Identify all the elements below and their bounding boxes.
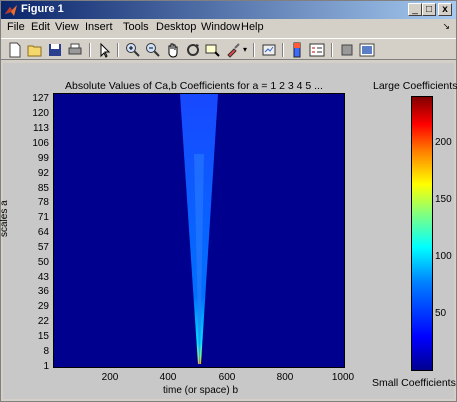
heatmap-svg [180,94,218,364]
menu-tools[interactable]: Tools [123,21,149,33]
colorbar-tick-label: 200 [435,137,452,148]
toolbar-separator [253,43,255,57]
edit-plot-icon[interactable] [97,42,113,58]
insert-legend-icon[interactable] [309,42,325,58]
insert-colorbar-icon[interactable] [289,42,305,58]
y-tick-label: 120 [32,108,49,119]
y-tick-label: 8 [43,346,49,357]
y-tick-label: 43 [37,272,49,283]
open-file-icon[interactable] [27,42,43,58]
matlab-logo-icon [5,5,17,16]
x-tick-label: 1000 [331,372,355,383]
menu-help[interactable]: Help [241,21,264,33]
menu-bar: File Edit View Insert Tools Desktop Wind… [1,20,456,36]
y-tick-label: 85 [37,183,49,194]
y-tick-label: 99 [37,153,49,164]
y-axis-label: scales a [0,200,10,237]
rotate-3d-icon[interactable] [185,42,201,58]
x-tick-label: 200 [101,372,119,383]
window-title: Figure 1 [21,3,64,15]
toolbar-separator [117,43,119,57]
coefficient-cone-core [194,154,204,364]
y-tick-label: 71 [37,212,49,223]
close-button[interactable]: x [438,3,452,16]
link-plot-icon[interactable] [261,42,277,58]
y-tick-label: 113 [33,123,49,134]
y-tick-label: 57 [37,242,49,253]
show-plot-tools-icon[interactable] [359,42,375,58]
x-axis-label: time (or space) b [163,385,239,396]
y-tick-label: 78 [37,197,49,208]
toolbar-separator [89,43,91,57]
menu-edit[interactable]: Edit [31,21,50,33]
y-tick-label: 64 [37,227,49,238]
menu-view[interactable]: View [55,21,79,33]
y-tick-label: 22 [37,316,49,327]
toolbar-separator [282,43,284,57]
zoom-out-icon[interactable] [145,42,161,58]
save-icon[interactable] [47,42,63,58]
toolbar: ▾ [1,38,456,60]
colorbar-tick-label: 50 [435,308,447,319]
heatmap-axes[interactable] [53,93,345,368]
colorbar-tick-label: 100 [435,251,452,262]
colorbar[interactable] [411,96,433,371]
maximize-button[interactable]: □ [422,3,436,16]
new-file-icon[interactable] [7,42,23,58]
y-tick-label: 29 [37,301,49,312]
y-tick-label: 36 [37,286,49,297]
menu-desktop[interactable]: Desktop [156,21,197,33]
axes-title: Absolute Values of Ca,b Coefficients for… [65,80,323,92]
data-cursor-icon[interactable] [205,42,221,58]
colorbar-top-label: Large Coefficients [373,80,457,92]
print-icon[interactable] [67,42,83,58]
minimize-button[interactable]: _ [408,3,422,16]
y-tick-label: 1 [43,361,49,372]
colorbar-tick-label: 150 [435,194,452,205]
colorbar-bottom-label: Small Coefficients [372,377,456,389]
menu-overflow-icon[interactable]: ↘ [442,21,450,31]
brush-dropdown-icon[interactable]: ▾ [243,45,248,54]
title-bar: Figure 1 _ □ x [1,1,456,19]
hide-plot-tools-icon[interactable] [339,42,355,58]
pan-hand-icon[interactable] [165,42,181,58]
y-tick-label: 50 [37,257,49,268]
y-tick-label: 15 [37,331,49,342]
x-tick-label: 400 [159,372,177,383]
menu-window[interactable]: Window [201,21,241,33]
y-tick-label: 92 [37,168,49,179]
menu-insert[interactable]: Insert [85,21,113,33]
zoom-in-icon[interactable] [125,42,141,58]
x-tick-label: 800 [276,372,294,383]
y-tick-label: 127 [32,93,49,104]
brush-icon[interactable] [225,42,241,58]
menu-file[interactable]: File [7,21,25,33]
y-tick-label: 106 [32,138,49,149]
x-tick-label: 600 [218,372,236,383]
toolbar-separator [331,43,333,57]
